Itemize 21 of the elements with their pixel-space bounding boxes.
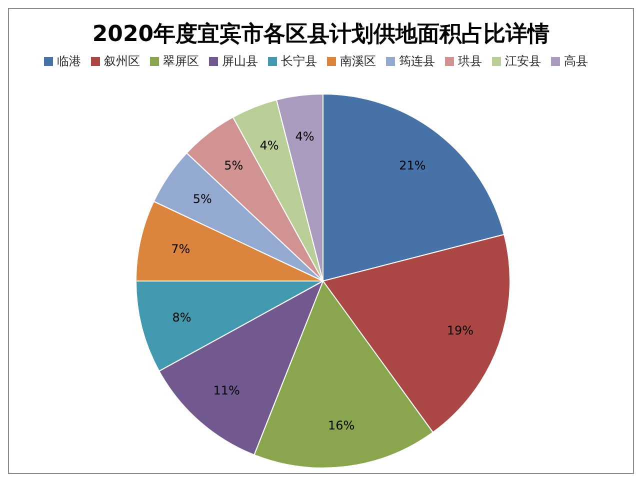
legend-label: 高县 [564, 54, 588, 68]
data-label: 8% [172, 310, 192, 324]
legend-label: 筠连县 [399, 54, 435, 68]
legend-label: 江安县 [505, 54, 541, 68]
data-label: 16% [328, 418, 355, 433]
chart-title: 2020年度宜宾市各区县计划供地面积占比详情 [91, 20, 551, 49]
data-label: 5% [224, 158, 244, 173]
data-label: 4% [260, 138, 279, 152]
data-label: 19% [446, 323, 474, 338]
data-label: 7% [171, 242, 190, 256]
data-label: 5% [192, 192, 212, 206]
legend-label: 珙县 [458, 54, 482, 68]
legend-label: 翠屏区 [163, 54, 199, 68]
data-label: 11% [213, 383, 240, 398]
data-label: 4% [295, 129, 314, 144]
legend-label: 屏山县 [222, 54, 258, 68]
legend-label: 南溪区 [340, 54, 376, 68]
legend-label: 临港 [57, 54, 81, 68]
data-label: 21% [399, 158, 426, 173]
legend-label: 长宁县 [281, 54, 317, 68]
legend-label: 叙州区 [104, 54, 140, 68]
